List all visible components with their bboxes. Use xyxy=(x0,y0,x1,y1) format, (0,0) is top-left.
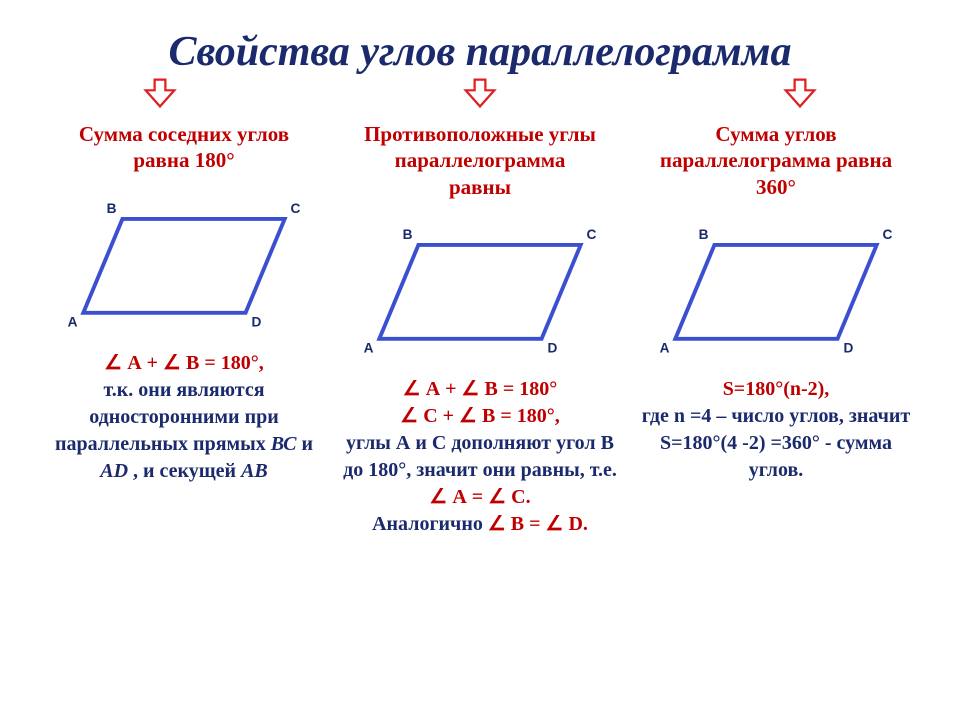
parallelogram-diagram: A B C D xyxy=(44,186,324,336)
svg-text:A: A xyxy=(364,340,374,355)
svg-text:B: B xyxy=(107,201,117,216)
svg-text:D: D xyxy=(843,340,853,355)
svg-text:B: B xyxy=(403,227,413,242)
page-title: Свойства углов параллелограмма xyxy=(0,0,960,80)
arrow-row xyxy=(0,76,960,115)
svg-text:D: D xyxy=(547,340,557,355)
arrow-down-icon xyxy=(462,76,498,115)
svg-text:A: A xyxy=(660,340,670,355)
parallelogram-diagram: A B C D xyxy=(636,212,916,362)
formula-text: ∠ А + ∠ В = 180°,т.к. они являются однос… xyxy=(44,350,324,485)
column-heading: Противоположные углы параллелограмма рав… xyxy=(340,121,620,200)
column-heading: Сумма соседних углов равна 180° xyxy=(44,121,324,174)
parallelogram-diagram: A B C D xyxy=(340,212,620,362)
columns-container: Сумма соседних углов равна 180° A B C D … xyxy=(0,115,960,538)
property-column: Сумма углов параллелограмма равна 360° A… xyxy=(628,115,924,538)
parallelogram-svg: A B C D xyxy=(350,212,610,362)
arrow-down-icon xyxy=(782,76,818,115)
parallelogram-svg: A B C D xyxy=(646,212,906,362)
arrow-down-icon xyxy=(142,76,178,115)
svg-text:C: C xyxy=(883,227,893,242)
property-column: Сумма соседних углов равна 180° A B C D … xyxy=(36,115,332,538)
column-heading: Сумма углов параллелограмма равна 360° xyxy=(636,121,916,200)
formula-text: S=180°(n-2),где n =4 – число углов, знач… xyxy=(636,376,916,484)
formula-text: ∠ А + ∠ В = 180°∠ С + ∠ В = 180°,углы А … xyxy=(340,376,620,538)
parallelogram-svg: A B C D xyxy=(54,186,314,336)
svg-text:B: B xyxy=(699,227,709,242)
svg-text:C: C xyxy=(291,201,301,216)
svg-text:A: A xyxy=(68,314,78,329)
property-column: Противоположные углы параллелограмма рав… xyxy=(332,115,628,538)
svg-text:D: D xyxy=(251,314,261,329)
svg-text:C: C xyxy=(587,227,597,242)
